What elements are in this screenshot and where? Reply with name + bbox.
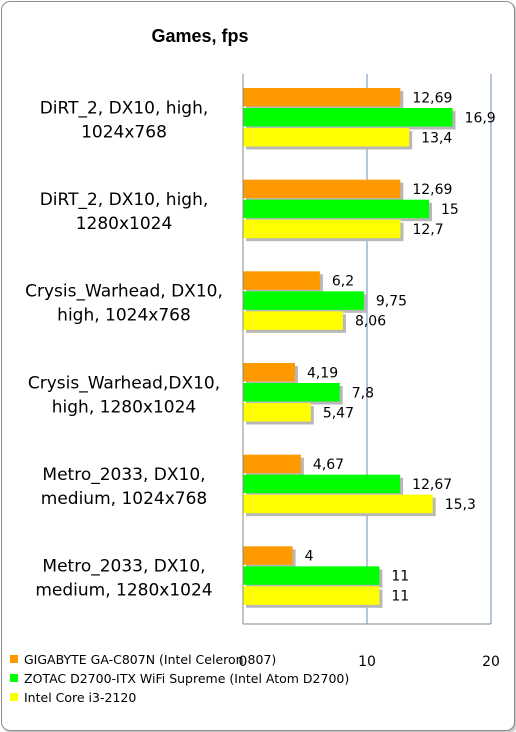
bar-series2-cat2 xyxy=(243,311,343,330)
value-label-series1-cat1: 15 xyxy=(441,202,459,218)
bar-series1-cat3 xyxy=(243,383,340,402)
value-label-series2-cat2: 8,06 xyxy=(355,314,386,330)
category-label-line: DiRT_2, DX10, high, xyxy=(40,190,209,210)
value-label-series2-cat0: 13,4 xyxy=(421,130,452,146)
legend-label-0: GIGABYTE GA-C807N (Intel Celeron 807) xyxy=(24,652,276,667)
category-label-line: Crysis_Warhead,DX10, xyxy=(28,373,220,393)
bar-series1-cat1 xyxy=(243,199,429,219)
bar-series0-cat0 xyxy=(243,88,401,107)
chart-title: Games, fps xyxy=(151,26,248,46)
value-label-series2-cat4: 15,3 xyxy=(445,497,476,513)
bar-series2-cat1 xyxy=(243,219,401,239)
bar-series0-cat1 xyxy=(243,179,401,199)
category-label-line: DiRT_2, DX10, high, xyxy=(40,98,209,118)
legend-label-1: ZOTAC D2700-ITX WiFi Supreme (Intel Atom… xyxy=(24,671,349,686)
legend-swatch-0 xyxy=(10,655,18,663)
value-label-series1-cat2: 9,75 xyxy=(376,294,407,310)
category-label-1: DiRT_2, DX10, high, 1280x1024 xyxy=(40,190,209,234)
value-label-series1-cat5: 11 xyxy=(391,569,409,585)
value-label-series0-cat1: 12,69 xyxy=(412,182,452,198)
category-label-line: high, 1280x1024 xyxy=(52,397,196,417)
category-label-line: Crysis_Warhead, DX10, xyxy=(25,282,223,302)
bar-series1-cat5 xyxy=(243,566,380,585)
bar-series0-cat2 xyxy=(243,271,320,290)
legend-swatch-1 xyxy=(10,674,18,682)
grid-lines xyxy=(366,74,492,624)
value-label-series2-cat3: 5,47 xyxy=(323,405,354,421)
value-label-series1-cat3: 7,8 xyxy=(352,385,374,401)
bar-series0-cat4 xyxy=(243,454,301,474)
bar-series2-cat5 xyxy=(243,586,380,605)
category-label-0: DiRT_2, DX10, high, 1024x768 xyxy=(40,98,209,142)
category-label-3: Crysis_Warhead,DX10, high, 1280x1024 xyxy=(28,373,220,417)
category-label-line: Metro_2033, DX10, xyxy=(42,465,205,485)
x-tick-label-1: 10 xyxy=(358,654,376,670)
category-label-line: 1024x768 xyxy=(81,122,167,142)
category-label-line: 1280x1024 xyxy=(76,214,173,234)
legend: GIGABYTE GA-C807N (Intel Celeron 807) ZOT… xyxy=(10,652,349,705)
category-label-5: Metro_2033, DX10, medium, 1280x1024 xyxy=(35,557,212,601)
value-label-series0-cat3: 4,19 xyxy=(307,365,338,381)
x-tick-label-0: 0 xyxy=(239,654,248,670)
value-label-series0-cat4: 4,67 xyxy=(313,457,344,473)
value-label-series2-cat1: 12,7 xyxy=(412,222,443,238)
legend-swatch-2 xyxy=(10,693,18,701)
bars xyxy=(243,88,456,608)
category-label-2: Crysis_Warhead, DX10, high, 1024x768 xyxy=(25,282,223,326)
x-axis: 0 10 20 xyxy=(239,74,500,670)
value-label-series2-cat5: 11 xyxy=(391,589,409,605)
value-label-series0-cat5: 4 xyxy=(305,549,314,565)
value-label-series1-cat0: 16,9 xyxy=(465,110,496,126)
bar-series2-cat0 xyxy=(243,128,410,147)
bar-series0-cat5 xyxy=(243,546,293,565)
bar-series2-cat4 xyxy=(243,494,433,514)
bar-series2-cat3 xyxy=(243,403,311,422)
bar-series1-cat4 xyxy=(243,474,401,494)
category-label-line: high, 1024x768 xyxy=(57,306,191,326)
category-label-4: Metro_2033, DX10, medium, 1024x768 xyxy=(41,465,207,509)
bar-series0-cat3 xyxy=(243,363,295,382)
bar-series1-cat2 xyxy=(243,291,364,310)
value-label-series0-cat0: 12,69 xyxy=(412,90,452,106)
category-label-line: medium, 1280x1024 xyxy=(35,581,212,601)
value-labels: 12,69 16,9 13,4 12,69 15 12,7 6,2 9,75 8,06 4,19 7… xyxy=(305,90,496,604)
value-label-series0-cat2: 6,2 xyxy=(332,274,354,290)
legend-label-2: Intel Core i3-2120 xyxy=(24,690,136,705)
bar-series1-cat0 xyxy=(243,108,453,127)
category-label-line: medium, 1024x768 xyxy=(41,489,207,509)
category-label-line: Metro_2033, DX10, xyxy=(42,557,205,577)
x-tick-label-2: 20 xyxy=(482,654,500,670)
value-label-series1-cat4: 12,67 xyxy=(412,477,452,493)
